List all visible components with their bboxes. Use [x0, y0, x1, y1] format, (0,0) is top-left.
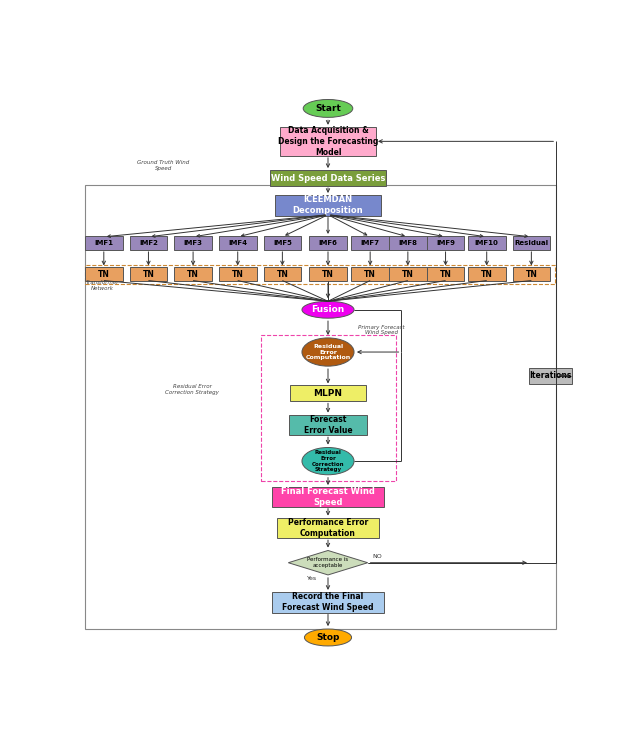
- FancyBboxPatch shape: [174, 268, 212, 282]
- Text: IMF9: IMF9: [436, 240, 455, 246]
- Text: TN: TN: [364, 270, 376, 279]
- Text: IMF10: IMF10: [475, 240, 499, 246]
- Text: TN: TN: [402, 270, 414, 279]
- Text: TN: TN: [98, 270, 109, 279]
- FancyBboxPatch shape: [273, 487, 383, 507]
- Text: Fusion: Fusion: [312, 305, 344, 314]
- Text: Final Forecast Wind
Speed: Final Forecast Wind Speed: [281, 487, 375, 507]
- Polygon shape: [288, 551, 367, 575]
- Text: Performance Error
Computation: Performance Error Computation: [288, 518, 368, 538]
- Ellipse shape: [302, 302, 354, 319]
- Ellipse shape: [305, 629, 351, 646]
- Text: IMF6: IMF6: [319, 240, 337, 246]
- Text: IMF4: IMF4: [228, 240, 247, 246]
- FancyBboxPatch shape: [85, 236, 123, 250]
- FancyBboxPatch shape: [219, 236, 257, 250]
- FancyBboxPatch shape: [309, 236, 347, 250]
- Text: Residual
Error
Computation: Residual Error Computation: [305, 344, 351, 361]
- FancyBboxPatch shape: [389, 236, 427, 250]
- Text: Residual Error
Correction Strategy: Residual Error Correction Strategy: [165, 384, 219, 395]
- Text: TN: TN: [440, 270, 451, 279]
- FancyBboxPatch shape: [529, 367, 572, 384]
- Text: IMF7: IMF7: [361, 240, 380, 246]
- FancyBboxPatch shape: [273, 592, 383, 613]
- Text: IMF2: IMF2: [139, 240, 158, 246]
- Text: IMF3: IMF3: [184, 240, 203, 246]
- FancyBboxPatch shape: [351, 236, 389, 250]
- Text: TN: TN: [143, 270, 154, 279]
- FancyBboxPatch shape: [309, 268, 347, 282]
- Text: Stop: Stop: [316, 633, 340, 642]
- Text: Residual
Error
Correction
Strategy: Residual Error Correction Strategy: [312, 450, 344, 472]
- FancyBboxPatch shape: [129, 268, 167, 282]
- FancyBboxPatch shape: [277, 517, 379, 538]
- Ellipse shape: [302, 448, 354, 474]
- Text: Performance is
acceptable: Performance is acceptable: [307, 557, 349, 568]
- FancyBboxPatch shape: [289, 415, 367, 435]
- FancyBboxPatch shape: [85, 268, 123, 282]
- Text: Wind Speed Data Series: Wind Speed Data Series: [271, 174, 385, 183]
- Text: TN: TN: [525, 270, 538, 279]
- FancyBboxPatch shape: [468, 268, 506, 282]
- FancyBboxPatch shape: [427, 236, 465, 250]
- FancyBboxPatch shape: [270, 170, 386, 186]
- Text: Iterations: Iterations: [529, 371, 572, 380]
- Text: IMF8: IMF8: [398, 240, 417, 246]
- FancyBboxPatch shape: [427, 268, 465, 282]
- Text: Yes: Yes: [307, 576, 317, 581]
- FancyBboxPatch shape: [280, 127, 376, 156]
- Ellipse shape: [303, 100, 353, 118]
- FancyBboxPatch shape: [290, 386, 366, 401]
- Ellipse shape: [302, 338, 354, 366]
- Text: TN: TN: [232, 270, 244, 279]
- FancyBboxPatch shape: [468, 236, 506, 250]
- FancyBboxPatch shape: [351, 268, 389, 282]
- FancyBboxPatch shape: [264, 236, 301, 250]
- Text: Transformer
Network: Transformer Network: [86, 280, 120, 290]
- Text: ICEEMDAN
Decomposition: ICEEMDAN Decomposition: [292, 195, 364, 215]
- Text: Data Acquisition &
Design the Forecasting
Model: Data Acquisition & Design the Forecastin…: [278, 126, 378, 157]
- Text: NO: NO: [372, 554, 382, 559]
- Text: Start: Start: [315, 104, 341, 113]
- FancyBboxPatch shape: [174, 236, 212, 250]
- Text: Residual: Residual: [515, 240, 548, 246]
- FancyBboxPatch shape: [389, 268, 427, 282]
- Text: TN: TN: [276, 270, 288, 279]
- Text: IMF1: IMF1: [94, 240, 113, 246]
- Text: TN: TN: [322, 270, 334, 279]
- FancyBboxPatch shape: [129, 236, 167, 250]
- Text: Primary Forecast
Wind Speed: Primary Forecast Wind Speed: [358, 324, 404, 336]
- Text: IMF5: IMF5: [273, 240, 292, 246]
- Text: Forecast
Error Value: Forecast Error Value: [304, 415, 352, 435]
- FancyBboxPatch shape: [513, 236, 550, 250]
- Text: MLPN: MLPN: [314, 389, 342, 398]
- Text: Ground Truth Wind
Speed: Ground Truth Wind Speed: [137, 160, 189, 171]
- Text: TN: TN: [481, 270, 493, 279]
- FancyBboxPatch shape: [219, 268, 257, 282]
- FancyBboxPatch shape: [513, 268, 550, 282]
- FancyBboxPatch shape: [264, 268, 301, 282]
- Text: TN: TN: [187, 270, 199, 279]
- Text: Record the Final
Forecast Wind Speed: Record the Final Forecast Wind Speed: [282, 592, 374, 613]
- FancyBboxPatch shape: [275, 195, 381, 216]
